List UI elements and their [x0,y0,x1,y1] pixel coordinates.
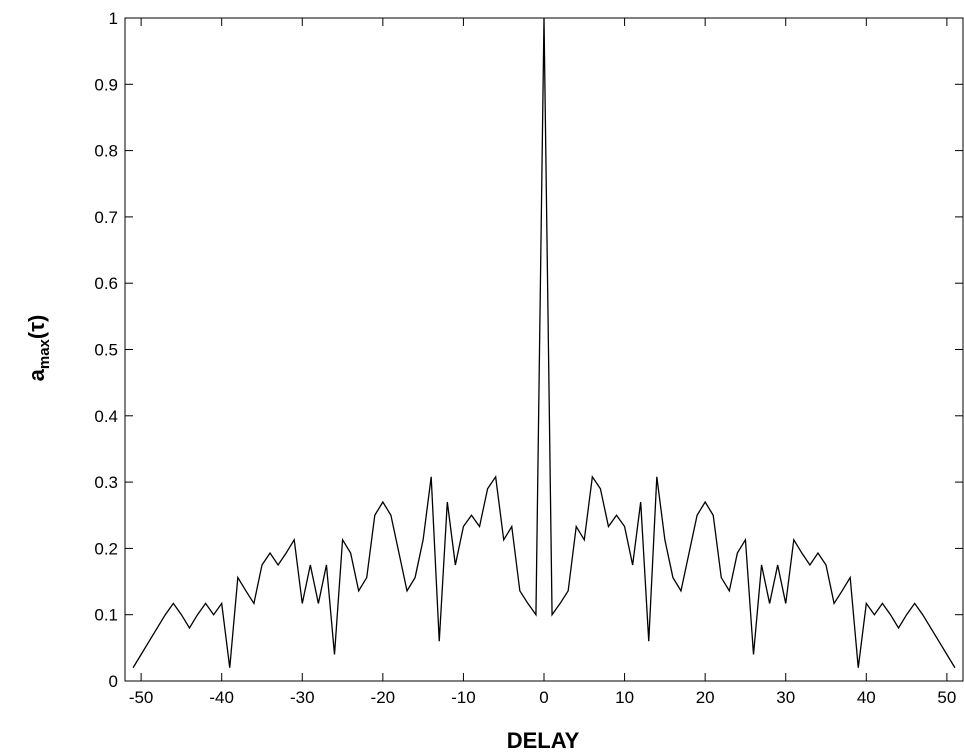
y-tick-label: 0.9 [94,75,118,94]
y-axis-label-tail: (τ) [24,315,49,339]
y-tick-label: 0 [109,672,118,691]
x-tick-label: 50 [937,688,956,707]
y-tick-label: 0.7 [94,208,118,227]
y-tick-label: 0.3 [94,473,118,492]
x-tick-label: -50 [129,688,154,707]
plot-area [124,17,964,682]
y-tick-label: 0.8 [94,142,118,161]
x-tick-label: 0 [539,688,548,707]
x-tick-label: -30 [290,688,315,707]
y-axis-label-sub: max [36,338,53,369]
axis-ticks [125,17,963,682]
series-line [132,17,956,669]
y-tick-label: 1 [109,9,118,28]
y-tick-label: 0.5 [94,341,118,360]
y-axis-label-main: a [24,368,49,381]
y-tick-label: 0.2 [94,539,118,558]
x-tick-label: 10 [615,688,634,707]
tick-labels: -50 -40 -30 -20 -10 0 10 20 30 40 50 0 0.1 0.2 0.3 0.4 0… [94,9,956,707]
x-tick-label: 30 [776,688,795,707]
x-axis-label: DELAY [507,728,580,753]
x-tick-label: -10 [451,688,476,707]
x-tick-label: -40 [209,688,234,707]
plot-frame [124,17,964,682]
y-axis-label: amax(τ) [24,315,53,382]
x-tick-label: 40 [857,688,876,707]
y-tick-label: 0.1 [94,606,118,625]
y-tick-label: 0.6 [94,274,118,293]
y-tick-label: 0.4 [94,407,118,426]
x-tick-label: -20 [371,688,396,707]
x-tick-label: 20 [696,688,715,707]
